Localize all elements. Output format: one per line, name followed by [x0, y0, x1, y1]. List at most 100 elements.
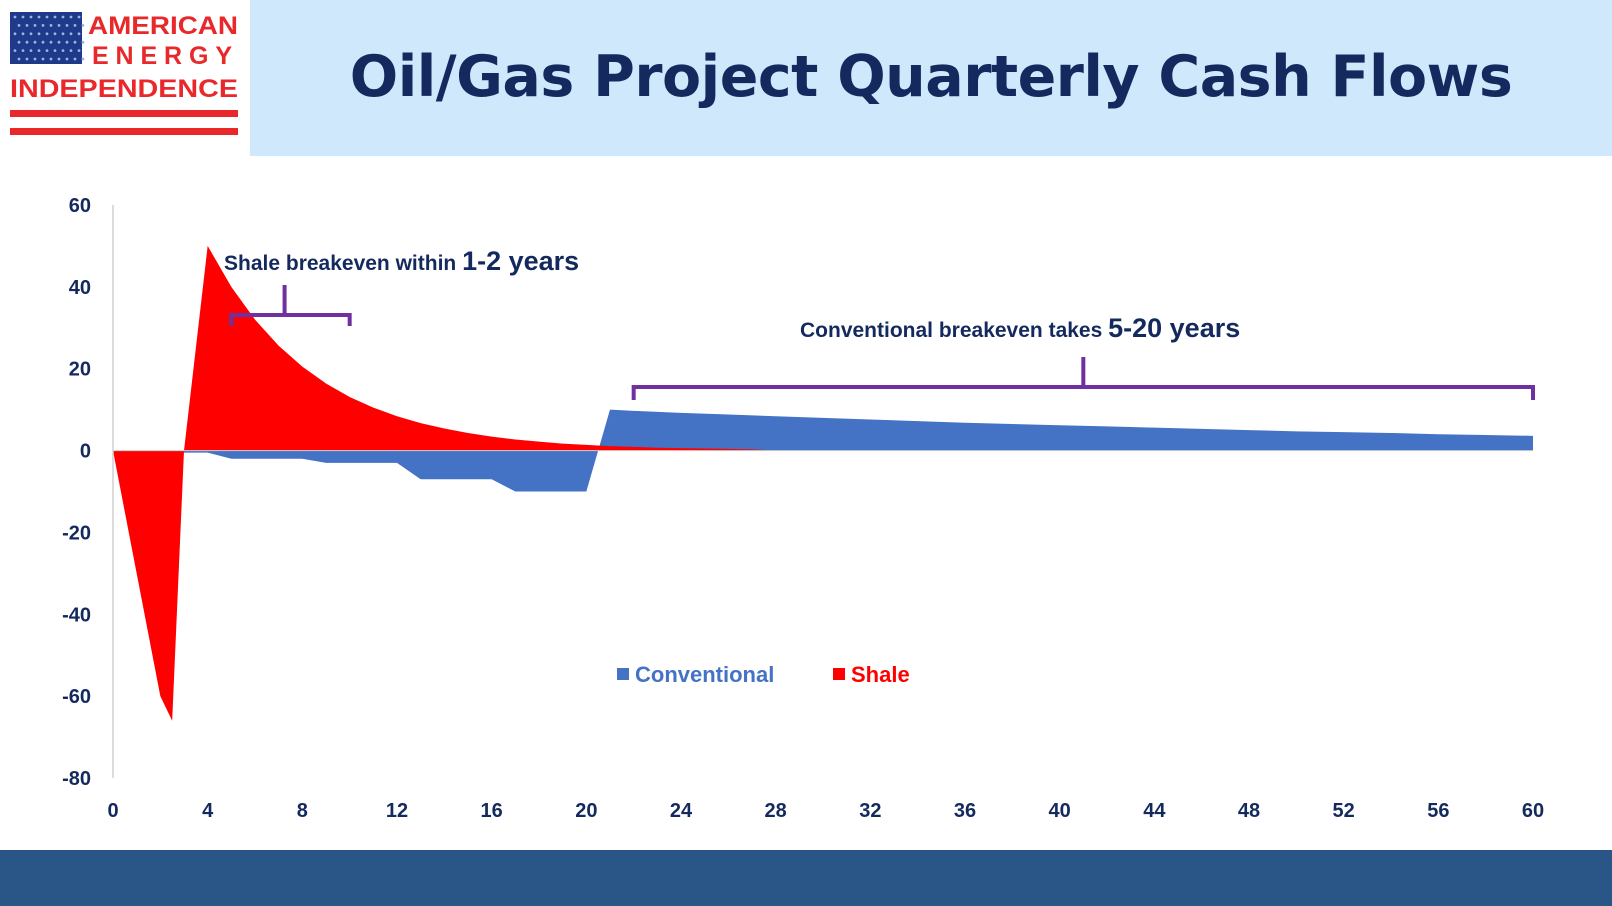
logo-star — [49, 40, 53, 44]
logo-star — [57, 24, 61, 27]
logo-star — [69, 32, 73, 36]
y-tick-label: 20 — [69, 359, 91, 381]
logo-star — [53, 32, 57, 36]
x-tick-label: 56 — [1427, 800, 1449, 820]
annotation-text-big: 5-20 years — [1108, 313, 1240, 343]
logo-star — [29, 15, 33, 19]
logo-star — [41, 40, 45, 44]
x-tick-label: 32 — [859, 800, 881, 820]
logo-star — [53, 49, 57, 52]
x-tick-label: 20 — [575, 800, 597, 820]
footer-band — [0, 850, 1612, 906]
logo-star — [25, 40, 29, 44]
logo-star — [17, 57, 21, 61]
x-tick-label: 48 — [1238, 800, 1260, 820]
x-tick-label: 28 — [765, 800, 787, 820]
logo-star — [77, 49, 81, 52]
logo-star — [81, 57, 85, 61]
logo-star — [61, 15, 65, 19]
logo-star — [33, 57, 37, 61]
logo-line1: AMERICAN — [88, 12, 238, 40]
y-tick-label: -20 — [62, 522, 91, 544]
logo-star — [61, 32, 65, 36]
logo-star — [29, 49, 33, 52]
x-tick-label: 24 — [670, 800, 693, 820]
x-tick-label: 52 — [1333, 800, 1355, 820]
logo-star — [21, 32, 25, 36]
x-tick-label: 40 — [1049, 800, 1071, 820]
area-series-shale — [113, 245, 776, 721]
logo-star — [65, 57, 69, 61]
logo-star — [25, 24, 29, 27]
logo-star — [37, 15, 41, 19]
logo-graphic: AMERICAN ENERGY INDEPENDENCE — [10, 12, 238, 135]
logo-star — [13, 49, 17, 52]
logo-star — [33, 24, 37, 27]
logo-star — [13, 15, 17, 19]
legend-label-conventional: Conventional — [635, 662, 774, 687]
logo-star — [65, 24, 69, 27]
logo-line2: ENERGY — [92, 42, 238, 70]
logo-star — [77, 15, 81, 19]
logo-stripe-2 — [10, 128, 238, 135]
logo-star — [77, 32, 81, 36]
logo-star — [81, 40, 85, 44]
y-tick-label: 0 — [80, 441, 91, 463]
logo-star — [81, 24, 85, 27]
logo-star — [73, 24, 77, 27]
logo-star — [17, 40, 21, 44]
logo-star — [21, 49, 25, 52]
annotation-text-big: 1-2 years — [462, 246, 579, 276]
logo-star — [57, 57, 61, 61]
logo-star — [49, 24, 53, 27]
logo-star — [17, 24, 21, 27]
logo-star — [37, 49, 41, 52]
annotation-text: Conventional breakeven takes 5-20 years — [800, 313, 1240, 343]
x-tick-label: 4 — [202, 800, 214, 820]
logo-star — [29, 32, 33, 36]
legend-swatch-shale — [833, 668, 845, 680]
logo-star — [33, 40, 37, 44]
x-tick-label: 8 — [297, 800, 308, 820]
logo-star — [41, 57, 45, 61]
x-tick-label: 36 — [954, 800, 976, 820]
x-tick-label: 60 — [1522, 800, 1544, 820]
annotation-bracket — [229, 285, 352, 326]
annotation-text-small: Conventional breakeven takes — [800, 319, 1108, 342]
annotation-bracket — [631, 357, 1535, 400]
x-tick-label: 44 — [1143, 800, 1166, 820]
x-tick-label: 0 — [107, 800, 118, 820]
logo-star — [45, 32, 49, 36]
logo-star — [49, 57, 53, 61]
logo-star — [73, 40, 77, 44]
logo-star — [57, 40, 61, 44]
logo-flag-canton — [10, 12, 82, 64]
logo-star — [45, 15, 49, 19]
y-tick-label: 40 — [69, 277, 91, 299]
logo-star — [41, 24, 45, 27]
y-tick-label: -80 — [62, 768, 91, 790]
logo-star — [53, 15, 57, 19]
logo-star — [69, 49, 73, 52]
logo-star — [13, 32, 17, 36]
y-tick-label: -60 — [62, 686, 91, 708]
y-tick-label: 60 — [69, 195, 91, 217]
logo-star — [65, 40, 69, 44]
x-tick-label: 12 — [386, 800, 408, 820]
logo-stripe-1 — [10, 110, 238, 117]
y-tick-label: -40 — [62, 604, 91, 626]
logo-star — [37, 32, 41, 36]
logo-star — [69, 15, 73, 19]
annotation-text: Shale breakeven within 1-2 years — [224, 246, 579, 276]
slide-title: Oil/Gas Project Quarterly Cash Flows — [349, 44, 1513, 110]
annotation-text-small: Shale breakeven within — [224, 252, 462, 275]
logo-star — [73, 57, 77, 61]
header-band — [250, 0, 1612, 156]
logo-star — [21, 15, 25, 19]
logo-star — [45, 49, 49, 52]
logo-star — [61, 49, 65, 52]
logo-star — [25, 57, 29, 61]
legend-swatch-conventional — [617, 668, 629, 680]
legend-label-shale: Shale — [851, 662, 910, 687]
